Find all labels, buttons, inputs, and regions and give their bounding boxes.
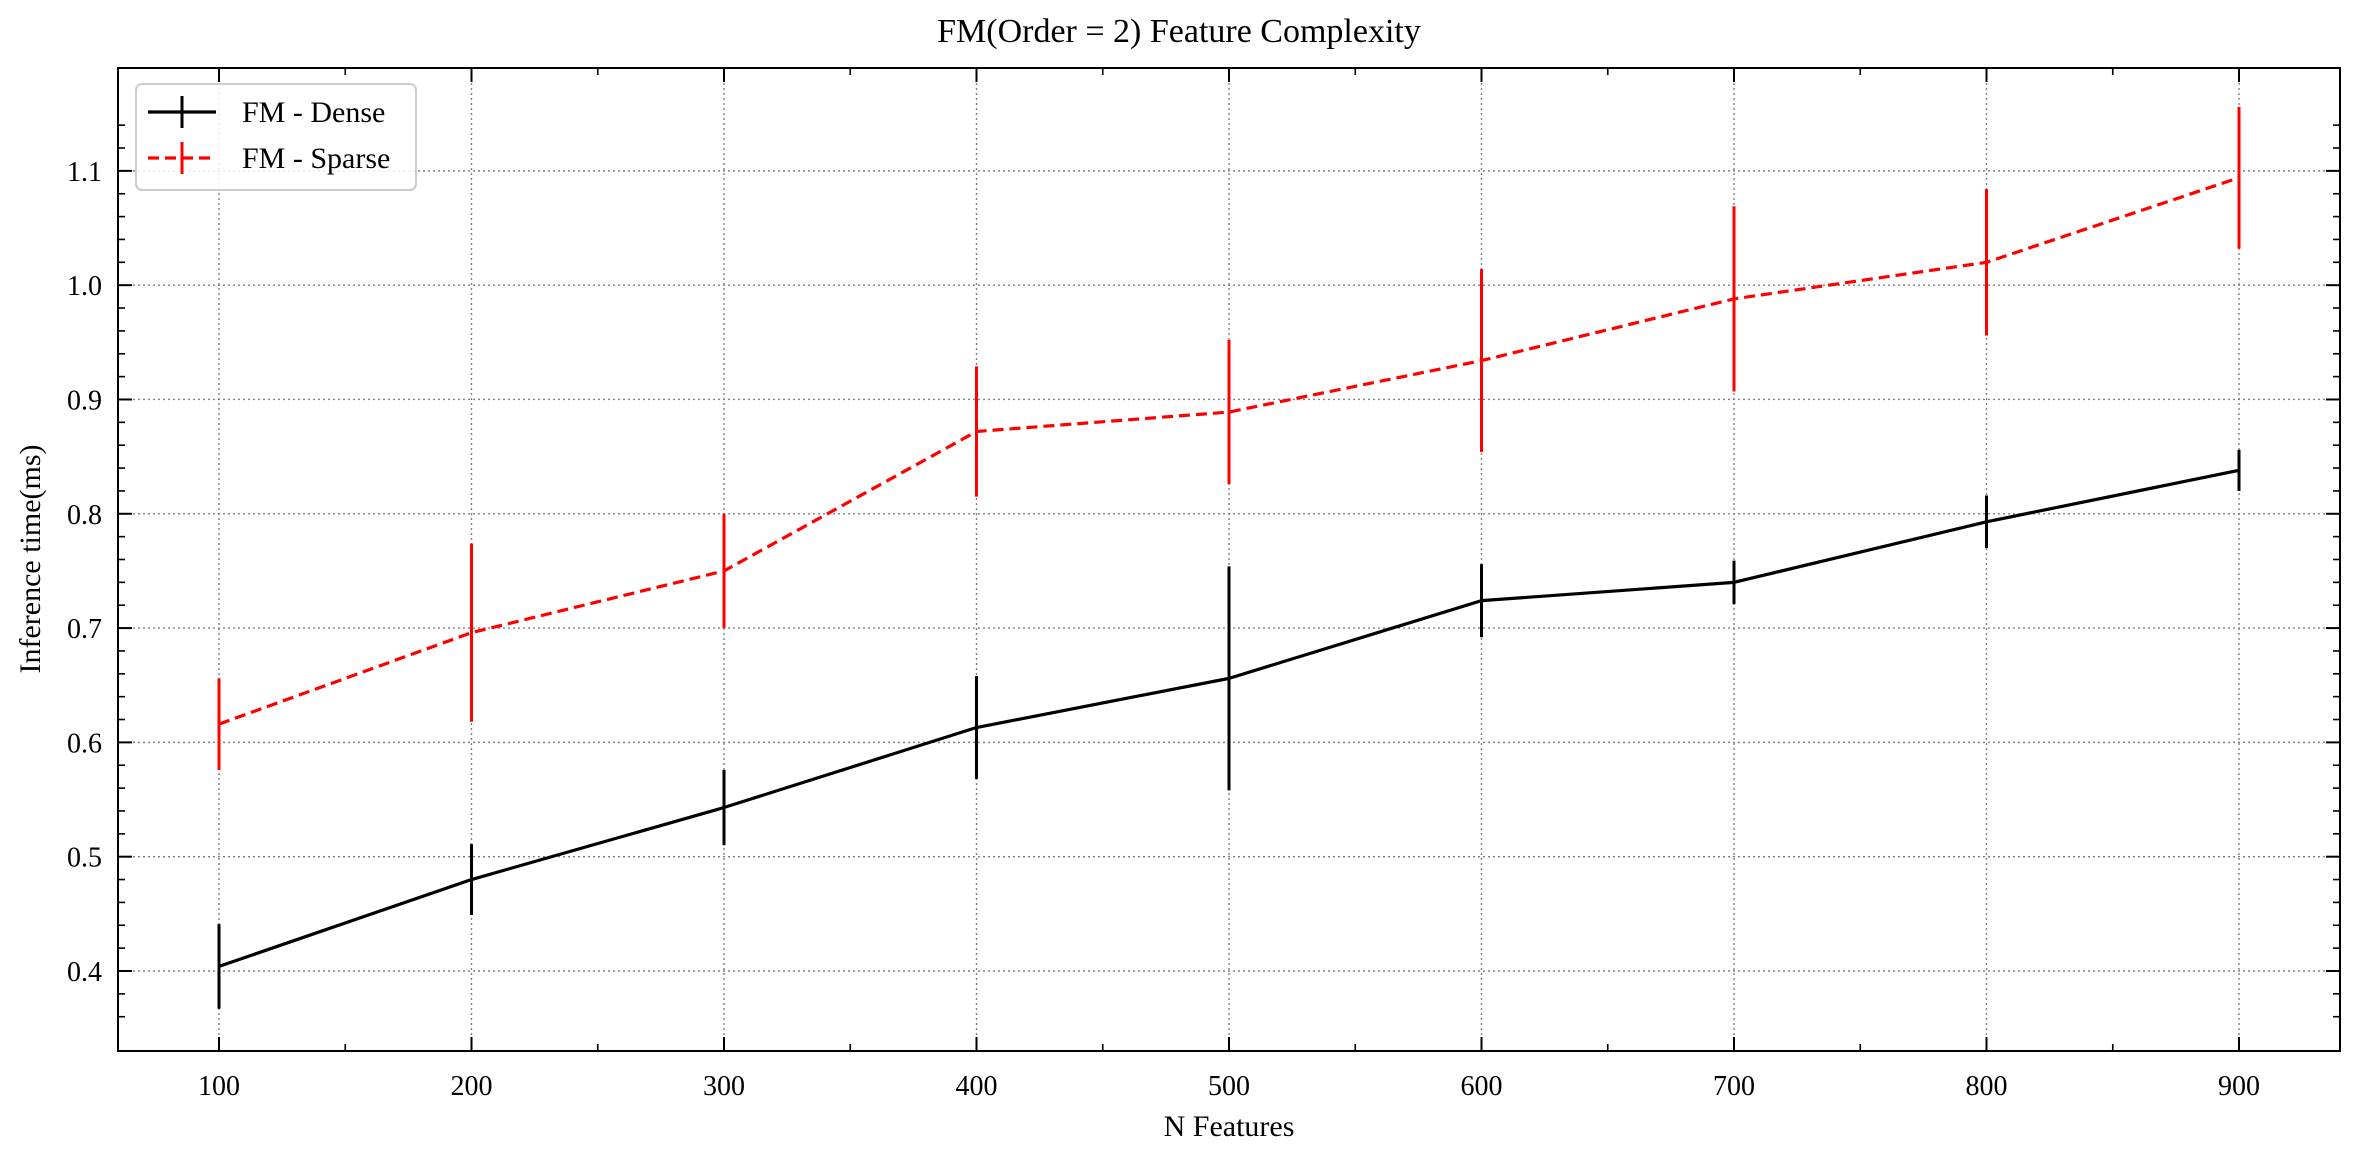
- data-point-fm-sparse: [2237, 176, 2241, 180]
- y-tick-label: 1.1: [67, 157, 102, 188]
- data-point-fm-dense: [1732, 580, 1736, 584]
- data-point-fm-sparse: [1480, 359, 1483, 363]
- data-point-fm-sparse: [722, 569, 726, 573]
- data-point-fm-dense: [2237, 468, 2241, 472]
- legend-label-fm-dense: FM - Dense: [242, 96, 385, 129]
- x-tick-label: 600: [1461, 1071, 1503, 1102]
- data-point-fm-dense: [975, 726, 978, 730]
- data-point-fm-sparse: [470, 631, 473, 635]
- y-tick-label: 0.9: [67, 385, 102, 416]
- grid: [118, 68, 2340, 1051]
- data-point-fm-sparse: [975, 429, 978, 433]
- series-line-fm-sparse: [218, 176, 2240, 726]
- series-layer: [217, 106, 2241, 1009]
- data-point-fm-dense: [722, 806, 726, 810]
- y-tick-label: 0.5: [67, 843, 102, 874]
- tick-labels: 100 200 300 400 500 600 700 800 900 0.4 0.5 0.6 0.7 0…: [67, 157, 2260, 1102]
- data-point-fm-dense: [470, 878, 473, 882]
- data-point-fm-sparse: [1227, 410, 1231, 414]
- x-tick-label: 200: [451, 1071, 493, 1102]
- legend-label-fm-sparse: FM - Sparse: [242, 142, 390, 175]
- y-tick-label: 0.8: [67, 500, 102, 531]
- y-tick-label: 0.4: [67, 957, 102, 988]
- data-point-fm-dense: [217, 964, 221, 968]
- chart-title: FM(Order = 2) Feature Complexity: [937, 13, 1421, 50]
- x-tick-label: 700: [1713, 1071, 1755, 1102]
- x-tick-label: 500: [1208, 1071, 1250, 1102]
- data-point-fm-dense: [1985, 520, 1988, 524]
- x-tick-label: 400: [956, 1071, 998, 1102]
- y-tick-label: 0.6: [67, 728, 102, 759]
- data-point-fm-dense: [1227, 676, 1231, 680]
- x-tick-label: 300: [703, 1071, 745, 1102]
- data-point-fm-sparse: [217, 722, 221, 726]
- x-axis-label: N Features: [1164, 1110, 1295, 1143]
- y-axis-label: Inference time(ms): [14, 444, 47, 673]
- x-tick-label: 900: [2218, 1071, 2260, 1102]
- y-tick-label: 0.7: [67, 614, 102, 645]
- data-point-fm-sparse: [1985, 260, 1988, 264]
- plot-frame: [117, 67, 2341, 1052]
- data-point-fm-sparse: [1732, 297, 1736, 301]
- x-tick-label: 800: [1966, 1071, 2008, 1102]
- x-tick-label: 100: [198, 1071, 240, 1102]
- data-point-fm-dense: [1480, 599, 1483, 603]
- axis-ticks: [118, 68, 2340, 1051]
- y-tick-label: 1.0: [67, 271, 102, 302]
- legend: FM - Dense FM - Sparse: [135, 83, 417, 191]
